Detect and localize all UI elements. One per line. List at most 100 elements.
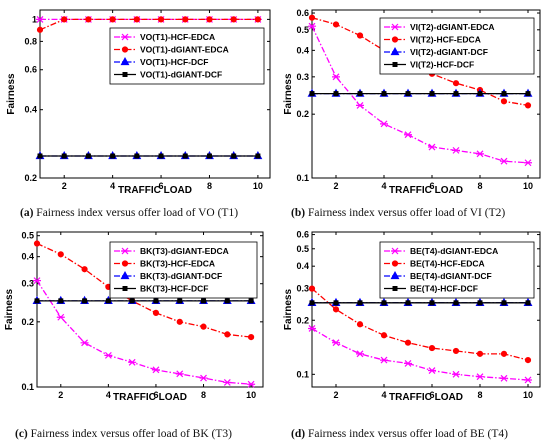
legend-entry: VO(T1)-dGIANT-DCF (140, 70, 222, 80)
x-axis-label: TRAFFIC LOAD (118, 185, 192, 196)
data-point (36, 26, 44, 33)
data-point (110, 153, 116, 159)
data-point (85, 16, 92, 23)
y-tick-label: 0.2 (21, 317, 34, 327)
data-point (477, 91, 483, 97)
data-point (34, 298, 40, 304)
series-line-0 (311, 327, 529, 381)
y-tick-label: 0.3 (21, 279, 34, 289)
data-point (37, 153, 43, 159)
caption-a-label: (a) (20, 207, 34, 219)
legend-entry: VI(T2)-HCF-DCF (410, 60, 474, 70)
legend-entry: BE(T4)-dGIANT-EDCA (410, 246, 498, 256)
data-point (230, 16, 237, 23)
series-line-1 (311, 288, 529, 361)
data-point (85, 153, 91, 159)
y-tick-label: 0.5 (296, 244, 309, 254)
data-point (247, 380, 256, 388)
legend-marker (122, 286, 128, 291)
chart-panel-c: 2 4 6 8 10 0.1 0.2 0.3 0.4 0.5 TRAFFIC LOAD Fairnes… (4, 231, 264, 403)
y-tick-label: 0.2 (24, 173, 37, 183)
data-point (501, 91, 507, 97)
y-tick-label: 0.4 (296, 261, 309, 271)
series-line-0 (311, 25, 529, 164)
x-tick-label: 4 (106, 390, 111, 400)
legend-marker (121, 247, 129, 255)
x-tick-label: 8 (477, 390, 482, 400)
legend-marker (390, 270, 400, 280)
y-tick-label: 0.1 (296, 369, 309, 379)
data-point (248, 298, 254, 304)
data-point (182, 153, 188, 159)
data-point (182, 16, 189, 23)
legend-entry: BK(T3)-HCF-EDCA (140, 259, 215, 269)
data-point (500, 374, 508, 382)
data-point (525, 300, 531, 306)
x-tick-label: 4 (381, 390, 386, 400)
caption-c: (c) Fairness index versus offer load of … (15, 428, 232, 440)
y-tick-label: 0.8 (24, 36, 37, 46)
data-point (524, 376, 532, 384)
series-line-1 (36, 242, 252, 338)
y-tick-label: 0.2 (296, 109, 309, 119)
y-tick-label: 0.4 (21, 252, 34, 262)
data-point (332, 306, 340, 313)
data-point (380, 120, 388, 128)
y-axis-label: Fairness (4, 288, 15, 330)
data-point (452, 347, 460, 355)
legend-marker (120, 56, 130, 66)
legend-marker (392, 286, 398, 291)
data-point (333, 300, 339, 306)
data-point (524, 102, 532, 109)
y-axis-label: Fairness (283, 73, 294, 115)
data-point (61, 16, 68, 23)
caption-b: (b) Fairness index versus offer load of … (291, 207, 505, 219)
legend-marker (121, 46, 129, 53)
data-point (128, 358, 137, 366)
data-point (177, 298, 183, 304)
data-point (404, 359, 412, 367)
data-point (308, 285, 316, 292)
data-point (224, 331, 231, 338)
data-point (308, 325, 316, 332)
data-point (57, 251, 64, 258)
data-point (109, 16, 116, 23)
chart-panel-d: 2 4 6 8 10 0.1 0.2 0.3 0.4 0.5 0.6 TRAFFIC LOAD Fair… (283, 230, 541, 403)
data-point (500, 350, 508, 357)
data-point (151, 366, 160, 374)
legend-marker (391, 260, 399, 267)
y-tick-label: 1 (32, 14, 37, 24)
y-tick-label: 0.2 (296, 315, 309, 325)
data-point (80, 339, 89, 347)
chart-panel-a: 2 4 6 8 10 0.2 0.4 0.6 0.8 1 TRAFFIC LOAD Fairness V… (6, 9, 271, 196)
y-tick-label: 0.4 (296, 45, 309, 55)
data-point (476, 373, 484, 381)
x-tick-label: 4 (381, 181, 386, 191)
data-point (104, 351, 113, 359)
legend-marker (121, 260, 129, 267)
data-point (333, 91, 339, 97)
y-tick-label: 0.6 (24, 65, 37, 75)
data-point (429, 91, 435, 97)
legend-entry: VO(T1)-dGIANT-EDCA (140, 45, 229, 55)
data-point (133, 16, 140, 23)
data-point (453, 300, 459, 306)
data-point (332, 73, 340, 81)
series-line-1 (39, 18, 258, 31)
data-point (157, 16, 165, 23)
caption-d: (d) Fairness index versus offer load of … (291, 428, 508, 440)
legend-marker (391, 247, 399, 255)
legend-marker (391, 36, 399, 43)
data-point (404, 131, 412, 139)
data-point (380, 356, 388, 364)
data-point (206, 16, 213, 23)
x-tick-label: 2 (58, 390, 63, 400)
caption-a: (a) Fairness index versus offer load of … (20, 207, 238, 219)
data-point (200, 323, 207, 330)
data-point (158, 153, 164, 159)
data-point (525, 91, 531, 97)
data-point (428, 367, 436, 374)
caption-c-label: (c) (15, 428, 28, 440)
data-point (56, 313, 65, 321)
